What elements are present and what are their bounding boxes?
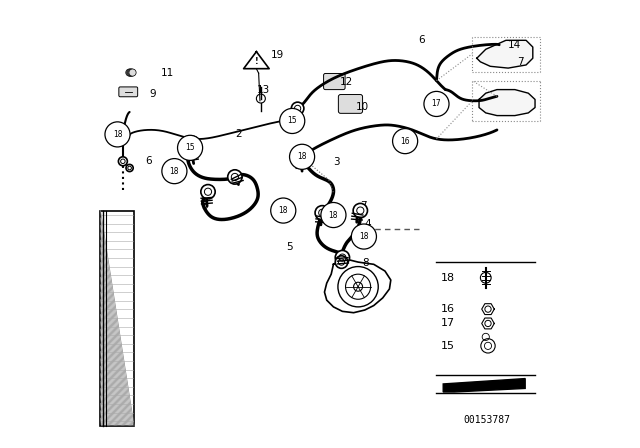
Circle shape: [201, 185, 215, 199]
Polygon shape: [443, 379, 525, 392]
Circle shape: [129, 69, 136, 76]
Polygon shape: [479, 90, 535, 116]
Text: 2: 2: [235, 129, 241, 139]
Circle shape: [185, 136, 200, 151]
Text: 6: 6: [145, 156, 152, 166]
Circle shape: [351, 224, 376, 249]
Circle shape: [126, 164, 133, 172]
Circle shape: [271, 198, 296, 223]
Text: 5: 5: [202, 201, 208, 211]
Circle shape: [127, 69, 134, 76]
Text: 18: 18: [278, 206, 288, 215]
Circle shape: [162, 159, 187, 184]
Text: 9: 9: [150, 89, 156, 99]
Circle shape: [291, 102, 304, 115]
Text: 12: 12: [340, 77, 353, 86]
Text: 5: 5: [287, 242, 293, 252]
Circle shape: [125, 69, 133, 76]
Circle shape: [295, 150, 309, 164]
Text: 16: 16: [441, 304, 455, 314]
Circle shape: [392, 129, 418, 154]
Text: 18: 18: [113, 130, 122, 139]
Circle shape: [289, 144, 315, 169]
Text: 19: 19: [271, 50, 284, 60]
Text: 17: 17: [441, 319, 455, 328]
Circle shape: [315, 206, 330, 220]
Text: 11: 11: [161, 68, 174, 78]
Text: 15: 15: [185, 143, 195, 152]
Polygon shape: [477, 40, 533, 68]
Text: 17: 17: [431, 99, 442, 108]
Text: 3: 3: [333, 157, 340, 167]
Text: 18: 18: [359, 232, 369, 241]
Text: 18: 18: [329, 211, 338, 220]
Text: 18: 18: [441, 273, 455, 283]
Text: 18: 18: [170, 167, 179, 176]
Circle shape: [280, 108, 305, 134]
Circle shape: [353, 203, 367, 218]
Text: 00153787: 00153787: [463, 415, 510, 425]
Text: 8: 8: [362, 258, 369, 268]
Circle shape: [228, 170, 242, 184]
Text: 6: 6: [419, 35, 425, 45]
Text: 1: 1: [230, 177, 237, 186]
Circle shape: [118, 129, 128, 140]
FancyBboxPatch shape: [324, 73, 345, 90]
Circle shape: [424, 91, 449, 116]
Circle shape: [321, 202, 346, 228]
Text: !: !: [255, 57, 258, 66]
Text: 15: 15: [287, 116, 297, 125]
Circle shape: [335, 250, 349, 265]
Text: 7: 7: [517, 57, 524, 67]
Text: 15: 15: [441, 341, 455, 351]
Circle shape: [335, 256, 348, 268]
Circle shape: [105, 122, 130, 147]
Text: 14: 14: [508, 40, 522, 50]
Text: 13: 13: [257, 85, 271, 95]
FancyBboxPatch shape: [339, 95, 362, 113]
Circle shape: [177, 135, 203, 160]
Bar: [100, 211, 134, 426]
Text: 7: 7: [360, 201, 367, 211]
Circle shape: [118, 157, 127, 166]
Text: 10: 10: [356, 102, 369, 112]
Text: 16: 16: [400, 137, 410, 146]
Circle shape: [128, 69, 135, 76]
FancyBboxPatch shape: [119, 87, 138, 97]
Circle shape: [127, 69, 134, 76]
Text: 18: 18: [298, 152, 307, 161]
Text: 4: 4: [365, 219, 371, 229]
